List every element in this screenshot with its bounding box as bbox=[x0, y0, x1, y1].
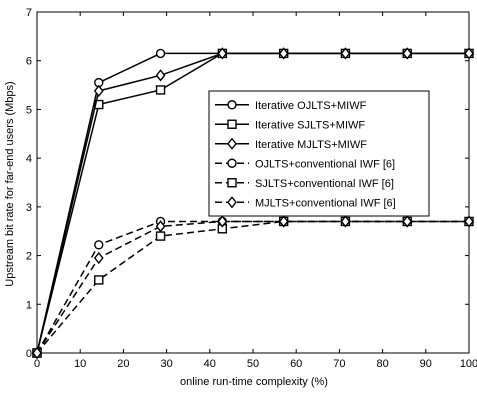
x-tick-label: 100 bbox=[460, 358, 477, 370]
series-group bbox=[32, 47, 474, 360]
legend-label-0: Iterative OJLTS+MIWF bbox=[255, 100, 367, 112]
series-2-point bbox=[340, 47, 351, 60]
series-2-point bbox=[278, 47, 289, 60]
series-5-point bbox=[340, 215, 351, 228]
x-axis-label: online run-time complexity (%) bbox=[180, 376, 328, 388]
y-tick-label: 5 bbox=[26, 104, 32, 116]
series-5-point bbox=[464, 215, 474, 228]
y-tick-label: 2 bbox=[26, 251, 32, 263]
y-tick-label: 3 bbox=[26, 202, 32, 214]
series-line-2 bbox=[36, 52, 469, 354]
x-tick-label: 30 bbox=[160, 358, 172, 370]
x-tick-label: 20 bbox=[117, 358, 129, 370]
x-tick-label: 10 bbox=[74, 358, 86, 370]
series-line-5 bbox=[36, 220, 469, 354]
series-2-point bbox=[402, 47, 413, 60]
x-tick-label: 90 bbox=[420, 358, 432, 370]
legend-label-1: Iterative SJLTS+MIWF bbox=[255, 119, 365, 131]
x-tick-label: 50 bbox=[247, 358, 259, 370]
series-5-point bbox=[278, 215, 289, 228]
series-5-point bbox=[155, 220, 166, 233]
x-tick-label: 40 bbox=[204, 358, 216, 370]
legend-marker-2 bbox=[227, 137, 237, 150]
series-line-3 bbox=[36, 220, 469, 354]
y-tick-label: 1 bbox=[26, 299, 32, 311]
legend-label-2: Iterative MJLTS+MIWF bbox=[255, 139, 367, 151]
series-2-point bbox=[93, 84, 104, 98]
x-tick-label: 0 bbox=[34, 358, 40, 370]
legend-label-5: MJLTS+conventional IWF [6] bbox=[255, 197, 396, 209]
series-2-point bbox=[464, 47, 474, 60]
axes-group: 0 10 20 30 40 50 60 70 80 90 100 0 1 2 3 4 5 6 7 bbox=[26, 7, 477, 370]
series-5-point bbox=[217, 215, 228, 228]
series-5-point bbox=[93, 251, 104, 265]
y-tick-label: 4 bbox=[26, 153, 32, 165]
series-2-point bbox=[217, 47, 228, 60]
series-2-point bbox=[155, 69, 166, 82]
series-3-point bbox=[94, 240, 104, 250]
series-4-point bbox=[155, 231, 166, 241]
legend-marker-1 bbox=[227, 119, 237, 129]
series-0-point bbox=[155, 48, 166, 59]
x-tick-label: 60 bbox=[290, 358, 302, 370]
y-axis-label: Upstream bit rate for far-end users (Mbp… bbox=[4, 81, 16, 286]
y-tick-label: 6 bbox=[26, 56, 32, 68]
series-5-point bbox=[402, 215, 413, 228]
legend-marker-4 bbox=[227, 178, 237, 188]
series-line-4 bbox=[36, 220, 469, 354]
series-1-point bbox=[155, 85, 166, 95]
legend-label-3: OJLTS+conventional IWF [6] bbox=[255, 158, 395, 170]
x-tick-label: 80 bbox=[376, 358, 388, 370]
legend: Iterative OJLTS+MIWF Iterative SJLTS+MIWF… bbox=[208, 90, 430, 217]
series-5-point bbox=[32, 346, 42, 360]
y-tick-label: 0 bbox=[26, 348, 32, 360]
legend-marker-5 bbox=[227, 196, 237, 209]
legend-marker-3 bbox=[227, 158, 237, 168]
legend-marker-0 bbox=[227, 100, 237, 110]
series-4-point bbox=[94, 275, 104, 285]
legend-box bbox=[208, 90, 430, 217]
y-tick-label: 7 bbox=[26, 7, 32, 19]
legend-label-4: SJLTS+conventional IWF [6] bbox=[255, 178, 394, 190]
x-tick-label: 70 bbox=[333, 358, 345, 370]
series-1-point bbox=[94, 99, 104, 110]
